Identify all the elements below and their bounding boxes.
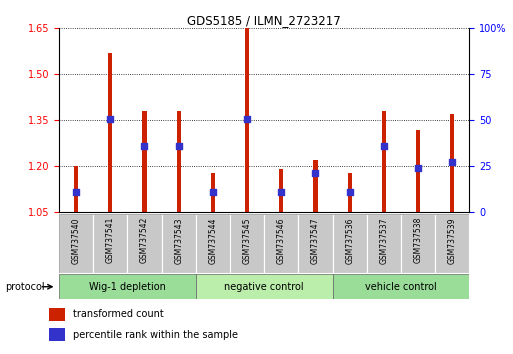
Text: GSM737536: GSM737536 <box>345 217 354 264</box>
Point <box>243 116 251 122</box>
Point <box>141 144 149 149</box>
Point <box>277 190 285 195</box>
Bar <box>245 28 249 212</box>
Bar <box>49 328 65 341</box>
Text: vehicle control: vehicle control <box>365 282 437 292</box>
Point <box>414 165 422 171</box>
Point <box>209 190 217 195</box>
Bar <box>74 166 78 212</box>
Bar <box>435 214 469 273</box>
Bar <box>108 53 112 212</box>
Text: GSM737545: GSM737545 <box>243 217 251 264</box>
Bar <box>127 214 162 273</box>
Point <box>311 170 320 176</box>
Bar <box>162 214 196 273</box>
Bar <box>450 114 455 212</box>
Text: negative control: negative control <box>224 282 304 292</box>
Text: GSM737544: GSM737544 <box>208 217 218 264</box>
Bar <box>279 170 283 212</box>
Bar <box>264 214 299 273</box>
Text: GSM737538: GSM737538 <box>413 217 423 263</box>
Bar <box>176 111 181 212</box>
Text: GSM737541: GSM737541 <box>106 217 115 263</box>
Text: GSM737543: GSM737543 <box>174 217 183 264</box>
Text: protocol: protocol <box>5 282 45 292</box>
Bar <box>313 160 318 212</box>
Text: GSM737547: GSM737547 <box>311 217 320 264</box>
Bar <box>59 214 93 273</box>
Text: GSM737542: GSM737542 <box>140 217 149 263</box>
Text: GSM737537: GSM737537 <box>380 217 388 264</box>
Bar <box>93 214 127 273</box>
Point <box>72 190 80 195</box>
Text: GSM737539: GSM737539 <box>448 217 457 264</box>
Text: transformed count: transformed count <box>73 309 164 319</box>
Bar <box>416 130 420 212</box>
Text: Wig-1 depletion: Wig-1 depletion <box>89 282 166 292</box>
Bar <box>332 274 469 299</box>
Bar <box>401 214 435 273</box>
Title: GDS5185 / ILMN_2723217: GDS5185 / ILMN_2723217 <box>187 14 341 27</box>
Point <box>448 159 457 165</box>
Bar <box>143 111 147 212</box>
Bar <box>299 214 332 273</box>
Bar <box>59 274 196 299</box>
Bar <box>196 274 332 299</box>
Bar <box>367 214 401 273</box>
Text: GSM737540: GSM737540 <box>72 217 81 264</box>
Text: percentile rank within the sample: percentile rank within the sample <box>73 330 239 339</box>
Bar <box>211 172 215 212</box>
Text: GSM737546: GSM737546 <box>277 217 286 264</box>
Bar <box>196 214 230 273</box>
Point <box>380 144 388 149</box>
Bar <box>348 172 352 212</box>
Bar <box>49 308 65 320</box>
Bar <box>230 214 264 273</box>
Point <box>174 144 183 149</box>
Point <box>106 116 114 122</box>
Bar <box>382 111 386 212</box>
Point <box>346 190 354 195</box>
Bar <box>332 214 367 273</box>
